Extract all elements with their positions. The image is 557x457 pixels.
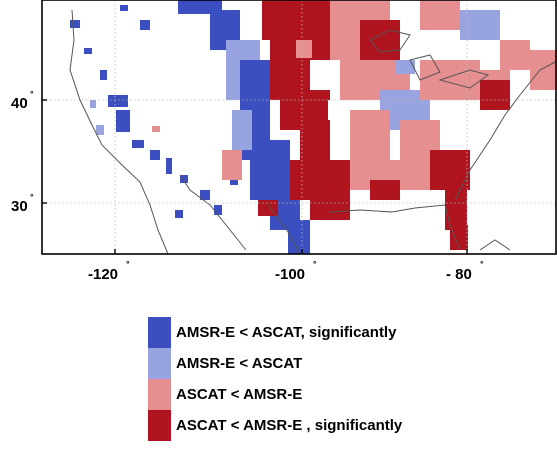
lat-label-40: 40 ° xyxy=(11,89,34,112)
legend-swatch xyxy=(148,379,171,410)
map-panel: 40 ° 30 ° -120 ° -100 ° - 80 ° xyxy=(11,0,557,283)
lon-label-120-value: -120 xyxy=(88,266,118,283)
lon-label-80-value: - 80 xyxy=(446,266,472,283)
lon-label-120-degree: ° xyxy=(126,259,130,269)
legend-item-ascat-lt-amsre-significant: ASCAT < AMSR-E , significantly xyxy=(148,410,488,441)
legend-label: ASCAT < AMSR-E xyxy=(176,386,303,403)
lon-axis xyxy=(114,249,468,254)
lon-label-120: -120 ° xyxy=(88,259,130,283)
legend-item-amsre-lt-ascat: AMSR-E < ASCAT xyxy=(148,348,488,379)
map-figure: 40 ° 30 ° -120 ° -100 ° - 80 ° xyxy=(11,0,557,283)
legend: AMSR-E < ASCAT, significantly AMSR-E < A… xyxy=(148,317,488,457)
map-frame xyxy=(41,0,557,255)
legend-item-amsre-lt-ascat-significant: AMSR-E < ASCAT, significantly xyxy=(148,317,488,348)
lat-label-30-degree: ° xyxy=(30,192,34,202)
legend-swatch xyxy=(148,317,171,348)
coastlines xyxy=(69,9,556,254)
lat-label-40-value: 40 xyxy=(11,95,28,112)
lon-label-80-degree: ° xyxy=(480,259,484,269)
legend-item-ascat-lt-amsre: ASCAT < AMSR-E xyxy=(148,379,488,410)
lat-label-30: 30 ° xyxy=(11,192,34,215)
lat-label-30-value: 30 xyxy=(11,198,28,215)
lon-label-80: - 80 ° xyxy=(446,259,484,283)
data-pixels xyxy=(70,0,557,254)
lon-label-100: -100 ° xyxy=(275,259,317,283)
lon-label-100-degree: ° xyxy=(313,259,317,269)
legend-label: AMSR-E < ASCAT, significantly xyxy=(176,324,397,341)
legend-label: AMSR-E < ASCAT xyxy=(176,355,303,372)
lon-label-100-value: -100 xyxy=(275,266,305,283)
lat-label-40-degree: ° xyxy=(30,89,34,99)
legend-label: ASCAT < AMSR-E , significantly xyxy=(176,417,403,434)
lat-axis xyxy=(42,99,47,204)
legend-swatch xyxy=(148,348,171,379)
graticule xyxy=(42,0,557,254)
legend-swatch xyxy=(148,410,171,441)
